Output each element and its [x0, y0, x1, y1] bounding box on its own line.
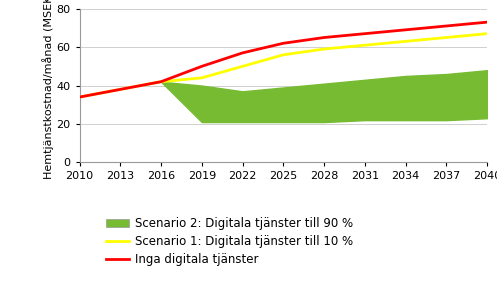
Legend: Scenario 2: Digitala tjänster till 90 %, Scenario 1: Digitala tjänster till 10 %: Scenario 2: Digitala tjänster till 90 %,…: [106, 218, 353, 266]
Y-axis label: Hemtjänstkostnad/månad (MSEK): Hemtjänstkostnad/månad (MSEK): [42, 0, 54, 180]
